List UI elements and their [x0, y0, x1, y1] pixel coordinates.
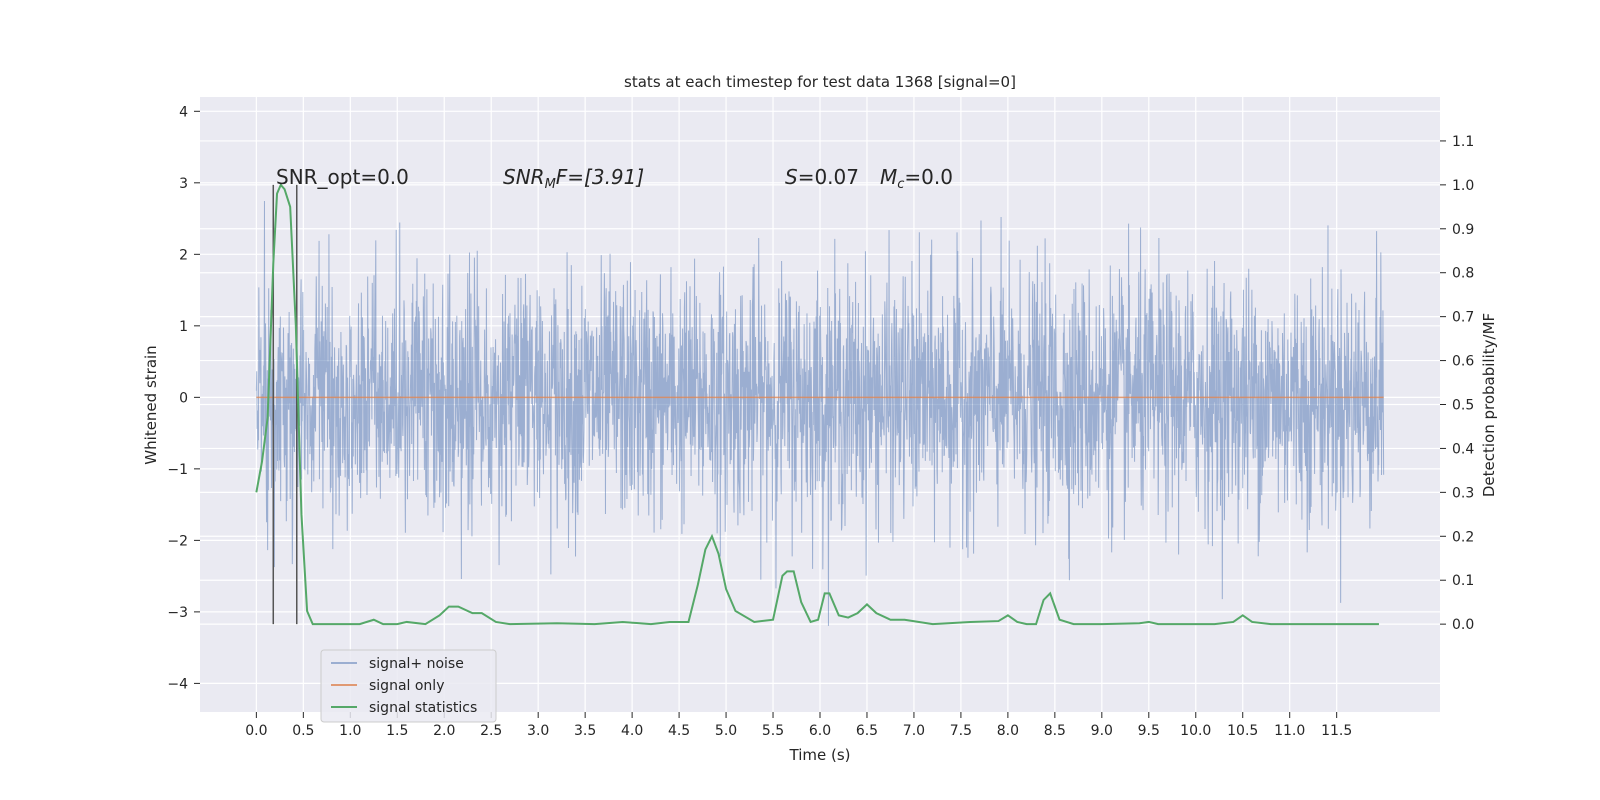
mc-label: M: [880, 165, 897, 189]
x-tick-label: 9.5: [1138, 723, 1160, 739]
mc-value: =0.0: [904, 165, 953, 189]
y2-tick-label: 0.1: [1452, 573, 1474, 589]
x-tick-label: 4.0: [621, 723, 643, 739]
y2-tick-label: 0.7: [1452, 310, 1474, 326]
x-tick-label: 11.5: [1321, 723, 1352, 739]
x-tick-label: 4.5: [668, 723, 690, 739]
snr-mf-base: SNR: [503, 165, 545, 189]
legend-box: [320, 649, 497, 723]
x-tick-label: 5.5: [762, 723, 784, 739]
y-tick-label: 4: [179, 104, 188, 120]
y-axis-ticks: 4 3 2 1 0 −1 −2 −3 −4: [167, 104, 200, 692]
s-label: S: [785, 165, 798, 189]
x-tick-label: 0.5: [292, 723, 314, 739]
y-tick-label: −3: [167, 605, 188, 621]
y2-tick-label: 0.3: [1452, 485, 1474, 501]
x-tick-label: 2.0: [433, 723, 455, 739]
x-tick-label: 0.0: [245, 723, 267, 739]
y-tick-label: 2: [179, 247, 188, 263]
mc-sub: c: [897, 177, 904, 192]
y-tick-label: −2: [167, 533, 188, 549]
x-tick-label: 3.5: [574, 723, 596, 739]
y2-tick-label: 0.9: [1452, 222, 1474, 238]
y-tick-label: 1: [179, 319, 188, 335]
signal-statistics-series: [255, 182, 1379, 626]
x-tick-label: 9.0: [1091, 723, 1113, 739]
chart-title: stats at each timestep for test data 136…: [624, 73, 1016, 91]
y-tick-label: 0: [179, 390, 188, 406]
x-tick-label: 7.0: [903, 723, 925, 739]
y2-tick-label: 1.1: [1452, 134, 1474, 150]
legend: signal+ noise signal only signal statist…: [320, 649, 497, 723]
x-axis-ticks: 0.0 0.5 1.0 1.5 2.0 2.5 3.0 3.5 4.0 4.5 5.0 5.5 6.0 6…: [245, 712, 1352, 739]
signal-noise-series: [255, 200, 1385, 626]
x-tick-label: 2.5: [480, 723, 502, 739]
annotation-snr-mf: SNRMF=[3.91]: [503, 165, 644, 192]
s-value: =0.07: [798, 165, 859, 189]
legend-label-signal-only: signal only: [369, 678, 444, 694]
annotation-snr-opt: SNR_opt=0.0: [276, 165, 409, 189]
x-tick-label: 5.0: [715, 723, 737, 739]
y2-tick-label: 0.4: [1452, 441, 1474, 457]
signal-noise-trace: [255, 200, 1385, 626]
legend-label-signal-statistics: signal statistics: [369, 700, 477, 716]
y-tick-label: −1: [167, 462, 188, 478]
y2-tick-label: 0.6: [1452, 354, 1474, 370]
x-tick-label: 7.5: [950, 723, 972, 739]
x-tick-label: 3.0: [527, 723, 549, 739]
snr-mf-rest: F=[3.91]: [556, 165, 644, 189]
y2-tick-label: 0.2: [1452, 529, 1474, 545]
x-tick-label: 1.5: [386, 723, 408, 739]
x-axis-label: Time (s): [789, 746, 851, 764]
snr-mf-sub: M: [545, 177, 556, 192]
y2-tick-label: 1.0: [1452, 178, 1474, 194]
x-tick-label: 6.0: [809, 723, 831, 739]
y-axis-label: Whitened strain: [142, 345, 160, 464]
x-tick-label: 10.5: [1227, 723, 1258, 739]
x-tick-label: 11.0: [1274, 723, 1305, 739]
annotation-mc: Mc=0.0: [880, 165, 953, 192]
y-tick-label: 3: [179, 176, 188, 192]
x-tick-label: 8.5: [1044, 723, 1066, 739]
x-tick-label: 10.0: [1180, 723, 1211, 739]
x-tick-label: 6.5: [856, 723, 878, 739]
y2-tick-label: 0.8: [1452, 266, 1474, 282]
y2-tick-label: 0.0: [1452, 617, 1474, 633]
y-tick-label: −4: [167, 676, 188, 692]
annotation-s-stat: S=0.07: [785, 165, 859, 189]
x-tick-label: 8.0: [997, 723, 1019, 739]
x-tick-label: 1.0: [339, 723, 361, 739]
y2-tick-label: 0.5: [1452, 398, 1474, 414]
y2-axis-label: Detection probability/MF: [1480, 313, 1498, 497]
legend-label-signal-noise: signal+ noise: [369, 656, 464, 672]
y2-axis-ticks: 1.1 1.0 0.9 0.8 0.7 0.6 0.5 0.4 0.3 0.2 0.1 0.0: [1440, 134, 1474, 633]
